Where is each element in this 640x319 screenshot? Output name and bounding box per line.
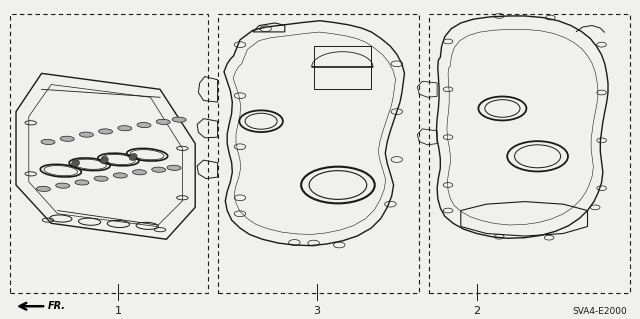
Text: SVA4-E2000: SVA4-E2000 [572, 307, 627, 316]
Ellipse shape [100, 157, 108, 164]
Ellipse shape [72, 160, 79, 167]
Ellipse shape [118, 126, 132, 131]
Ellipse shape [75, 180, 89, 185]
Ellipse shape [94, 176, 108, 181]
Ellipse shape [113, 173, 127, 178]
Ellipse shape [79, 132, 93, 137]
Ellipse shape [129, 153, 137, 160]
Ellipse shape [36, 186, 51, 191]
Ellipse shape [156, 119, 170, 124]
Ellipse shape [167, 165, 181, 170]
Text: 1: 1 [115, 306, 122, 316]
Text: 2: 2 [473, 306, 481, 316]
Text: FR.: FR. [48, 301, 66, 311]
Ellipse shape [152, 167, 166, 172]
Ellipse shape [172, 117, 186, 122]
Ellipse shape [60, 136, 74, 141]
Ellipse shape [56, 183, 70, 188]
Ellipse shape [137, 122, 151, 128]
Text: 3: 3 [314, 306, 320, 316]
Ellipse shape [132, 170, 147, 175]
Ellipse shape [41, 139, 55, 145]
Ellipse shape [99, 129, 113, 134]
